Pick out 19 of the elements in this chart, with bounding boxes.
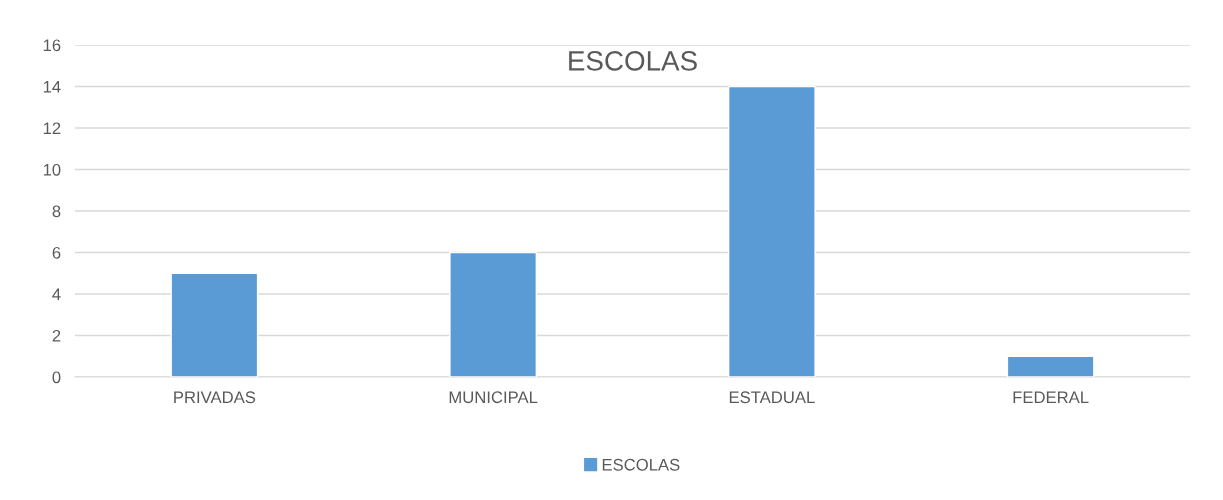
bar: [1006, 355, 1095, 377]
x-tick-label: FEDERAL: [1013, 391, 1089, 403]
y-tick-label: 2: [52, 329, 61, 342]
bar: [170, 272, 259, 377]
y-tick-label: 16: [43, 39, 61, 52]
y-tick-label: 14: [43, 81, 61, 93]
bar: [449, 251, 538, 377]
y-tick-label: 12: [43, 122, 61, 135]
chart-title: ESCOLAS: [569, 51, 697, 71]
x-tick-label: ESTADUAL: [729, 391, 815, 404]
x-tick-label: MUNICIPAL: [449, 391, 538, 404]
y-tick-label: 8: [52, 205, 61, 218]
x-tick-label: PRIVADAS: [174, 391, 256, 404]
y-tick-label: 6: [52, 246, 61, 259]
y-tick-label: 10: [43, 163, 61, 176]
y-tick-label: 0: [52, 371, 61, 384]
bar: [727, 85, 816, 377]
legend-label: ESCOLAS: [602, 458, 680, 471]
y-tick-label: 4: [52, 288, 61, 301]
